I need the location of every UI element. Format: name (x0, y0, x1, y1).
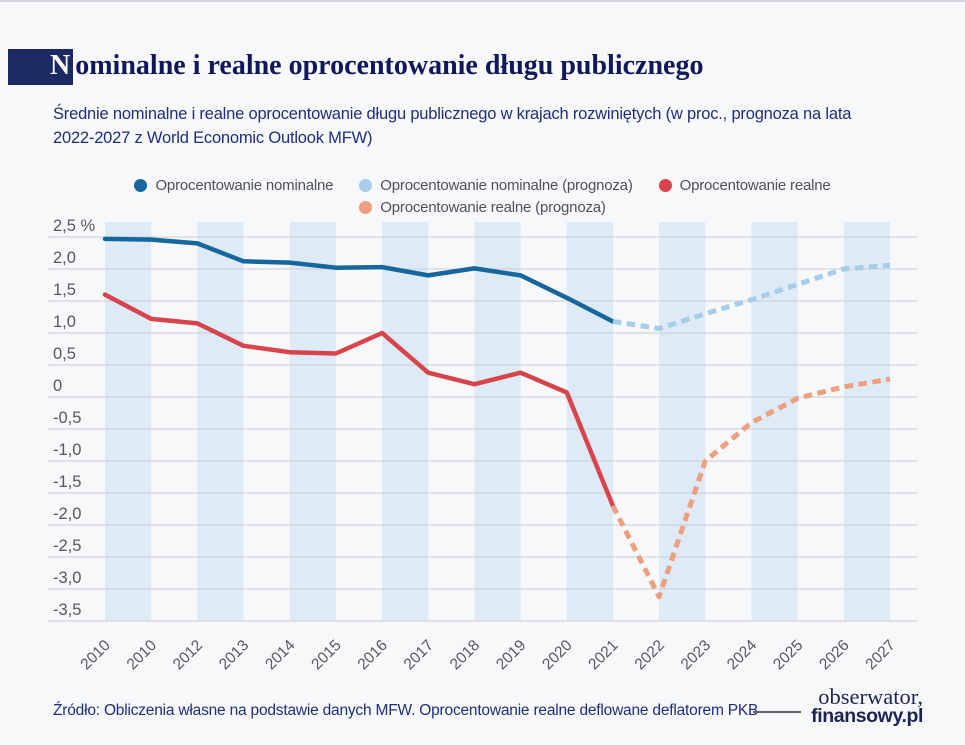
y-axis-labels: 2,5 % 2,0 1,5 1,0 0,5 0 -0,5 -1,0 -1,5 -2,0 -2,5 -3… (53, 217, 96, 619)
x-tick-label: 2010 (77, 637, 114, 674)
title-initial-block: N (8, 48, 74, 85)
x-tick-label: 2027 (862, 637, 898, 673)
plot-band (197, 222, 244, 621)
chart-legend: Oprocentowanie nominalne Oprocentowanie … (0, 177, 965, 221)
legend-item-nominalne-prognoza: Oprocentowanie nominalne (prognoza) (359, 177, 633, 194)
x-tick-label: 2018 (447, 637, 483, 673)
legend-item-nominalne: Oprocentowanie nominalne (134, 177, 333, 194)
y-tick-label: -1,0 (53, 441, 81, 459)
plot-band (843, 222, 890, 621)
x-tick-label: 2024 (724, 637, 761, 674)
logo-line-2: finansowy.pl (811, 705, 923, 727)
x-tick-label: 2022 (632, 637, 668, 673)
x-tick-label: 2014 (262, 637, 299, 674)
legend-row-2: Oprocentowanie realne (prognoza) (0, 199, 965, 216)
legend-item-realne: Oprocentowanie realne (658, 177, 831, 194)
series-dashed-real (610, 376, 891, 600)
y-tick-label: -3,5 (53, 601, 81, 619)
y-tick-label: 2,5 % (53, 217, 96, 235)
x-tick-label: 2023 (678, 637, 714, 673)
x-tick-label: 2015 (308, 637, 344, 673)
chart-subtitle: Średnie nominalne i realne oprocentowani… (53, 102, 851, 150)
plot-band (382, 222, 429, 621)
legend-dot-nominalne-icon (134, 179, 148, 192)
legend-label: Oprocentowanie realne (prognoza) (380, 199, 606, 216)
legend-label: Oprocentowanie nominalne (155, 177, 334, 194)
y-tick-label: 1,0 (53, 313, 76, 331)
y-tick-label: 1,5 (53, 281, 76, 299)
series-solid-real (102, 292, 616, 509)
x-tick-label: 2010 (124, 637, 161, 674)
y-tick-label: 0,5 (53, 345, 76, 363)
series-dashed-nominal (612, 262, 891, 331)
plot-band (289, 222, 336, 621)
y-tick-label: 2,0 (53, 249, 76, 267)
x-tick-label: 2013 (216, 637, 252, 673)
x-tick-label: 2016 (355, 637, 391, 673)
source-note: Źródło: Obliczenia własne na podstawie d… (53, 702, 759, 719)
footer-divider (753, 711, 801, 713)
legend-dot-nominalne-prognoza-icon (359, 179, 373, 192)
y-tick-label: -2,5 (53, 537, 81, 555)
y-tick-label: -3,0 (53, 569, 81, 587)
gridlines (48, 236, 917, 622)
x-axis-labels: 2010 2010 2012 2013 2014 2015 2016 2017 2018 2019… (77, 637, 898, 674)
y-tick-label: -2,0 (53, 505, 81, 523)
x-tick-label: 2026 (816, 637, 852, 673)
title-text: ominalne i realne oprocentowanie długu p… (75, 49, 704, 81)
obserwator-finansowy-logo: obserwator, finansowy.pl (811, 684, 923, 727)
subtitle-line-1: Średnie nominalne i realne oprocentowani… (53, 105, 852, 123)
plot-band (566, 222, 613, 621)
y-tick-label: -1,5 (53, 473, 81, 491)
plot-band (474, 222, 521, 621)
legend-label: Oprocentowanie realne (679, 177, 831, 194)
x-tick-label: 2019 (493, 637, 529, 673)
x-tick-label: 2021 (585, 637, 621, 673)
plot-band (105, 222, 152, 621)
series-solid-nominal (102, 236, 616, 324)
logo-line-1: obserwator, (818, 684, 923, 709)
legend-item-realne-prognoza: Oprocentowanie realne (prognoza) (359, 199, 606, 216)
y-tick-label: -0,5 (53, 409, 81, 427)
plot-bands (105, 222, 890, 621)
legend-dot-realne-icon (658, 179, 672, 192)
x-tick-label: 2020 (539, 637, 576, 674)
legend-label: Oprocentowanie nominalne (prognoza) (380, 177, 633, 194)
legend-row-1: Oprocentowanie nominalne Oprocentowanie … (0, 177, 965, 194)
subtitle-line-2: 2022-2027 z World Economic Outlook MFW) (53, 129, 373, 147)
top-border (0, 0, 965, 2)
x-tick-label: 2012 (170, 637, 206, 673)
x-tick-label: 2017 (401, 637, 437, 673)
plot-band (659, 222, 706, 621)
x-tick-label: 2025 (770, 637, 806, 673)
y-tick-label: 0 (53, 377, 62, 395)
legend-dot-realne-prognoza-icon (359, 201, 373, 214)
